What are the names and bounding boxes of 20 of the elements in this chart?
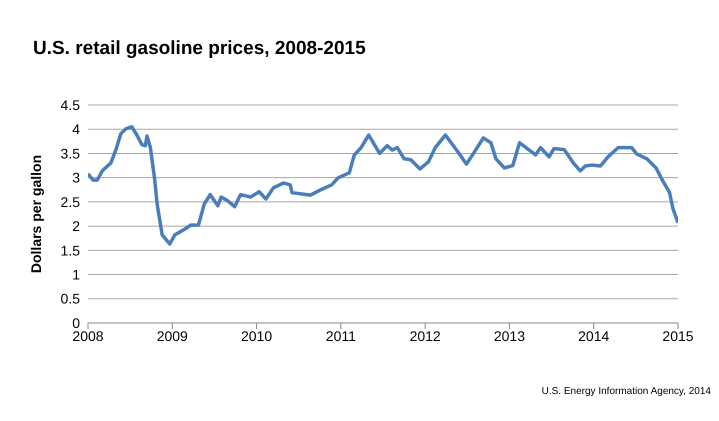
y-axis-title: Dollars per gallon [28,154,44,274]
y-tick-label: 3 [72,170,80,186]
line-series [88,125,678,246]
x-tick-label: 2010 [240,328,272,344]
x-tick-label: 2012 [410,328,441,344]
x-tick-label: 2015 [662,328,694,344]
y-tick-label: 2.5 [60,194,80,210]
y-tick-label: 4.5 [60,96,80,113]
chart-title: U.S. retail gasoline prices, 2008-2015 [33,38,366,60]
x-tick-label: 2013 [494,328,526,344]
y-tick-label: 1 [72,266,80,283]
x-tick-label: 2011 [326,328,356,344]
x-tick-label: 2009 [156,328,188,344]
y-tick-label: 1.5 [60,242,80,258]
y-tick-label: 2 [72,218,80,234]
y-tick-label: 4 [72,121,80,138]
text: U.S. Energy Information Agency, 2014 [542,386,711,397]
x-tick-label: 2014 [578,328,610,344]
y-tick-label: 0.5 [60,290,80,307]
y-tick-label: 3.5 [60,145,80,162]
